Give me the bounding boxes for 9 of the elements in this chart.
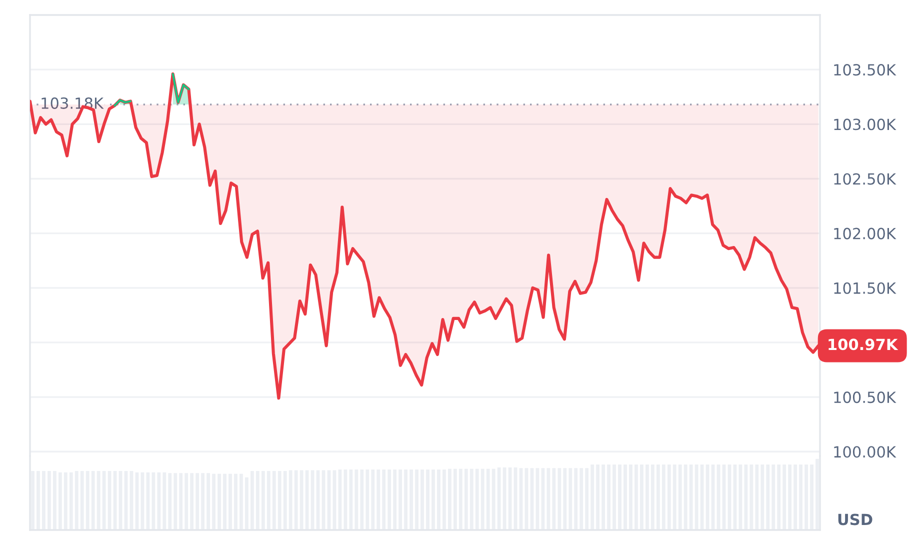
y-tick-label: 103.50K — [834, 64, 896, 76]
text: 100.97K — [828, 338, 898, 350]
y-tick-label: 100.00K — [834, 446, 896, 458]
y-tick-label: 102.00K — [834, 228, 896, 240]
y-tick-label: 100.50K — [834, 392, 896, 404]
y-tick-label: 102.50K — [834, 173, 896, 185]
y-axis-title: USD — [838, 514, 872, 526]
y-tick-label: 103.00K — [834, 118, 896, 130]
y-tick-label: 101.50K — [834, 282, 896, 294]
